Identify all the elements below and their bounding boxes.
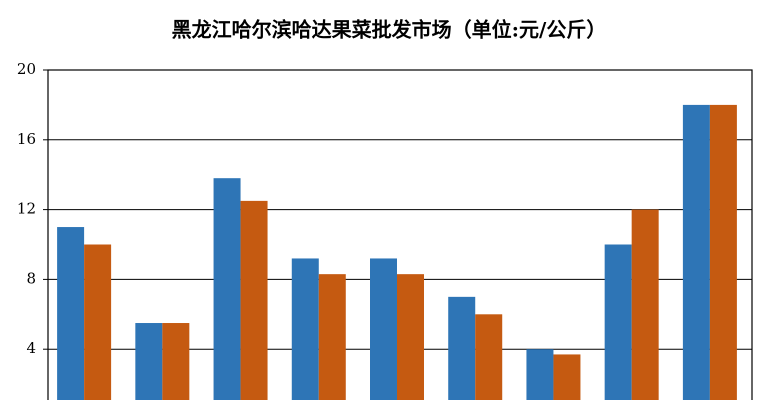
bar: [240, 200, 268, 400]
chart-title: 黑龙江哈尔滨哈达果菜批发市场（单位:元/公斤）: [172, 18, 607, 42]
plot-frame: [47, 69, 753, 400]
bar: [397, 274, 424, 400]
bar: [370, 258, 397, 400]
bar: [135, 323, 163, 400]
bar: [318, 274, 346, 400]
bar: [213, 178, 241, 400]
bar: [604, 244, 632, 400]
y-tick-label: 4: [26, 339, 36, 357]
bar: [526, 349, 554, 400]
bar: [709, 104, 737, 400]
bar: [57, 227, 85, 400]
bar: [84, 244, 112, 400]
bar: [682, 104, 710, 400]
bar: [475, 314, 503, 400]
bar: [631, 209, 659, 400]
y-tick-label: 20: [17, 60, 36, 78]
bar: [291, 258, 319, 400]
y-tick-label: 12: [17, 200, 36, 218]
y-tick-label: 8: [26, 269, 36, 287]
bar: [162, 323, 190, 400]
bar: [448, 296, 476, 400]
bar: [553, 354, 581, 400]
y-tick-label: 16: [17, 130, 36, 148]
